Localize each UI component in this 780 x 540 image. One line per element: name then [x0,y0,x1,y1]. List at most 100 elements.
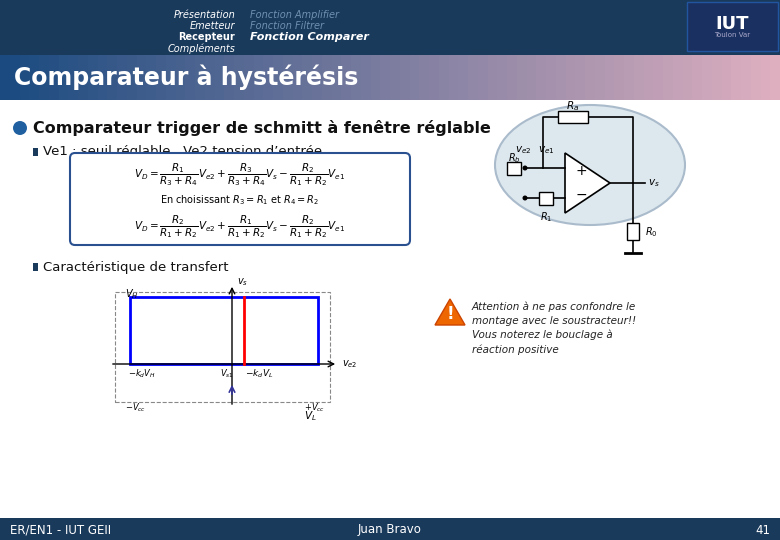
Bar [243,55,254,100]
Bar [312,55,323,100]
Text: $V_{s1}$: $V_{s1}$ [220,368,234,380]
Text: 41: 41 [755,523,770,537]
Bar [555,55,566,100]
Bar [126,55,137,100]
Bar [732,55,742,100]
Bar [165,55,176,100]
Text: $v_s$: $v_s$ [237,276,248,288]
FancyBboxPatch shape [687,2,778,51]
Bar [303,55,313,100]
Bar [0,518,780,540]
Bar [156,55,167,100]
Circle shape [523,195,527,200]
Bar [771,55,780,100]
Polygon shape [565,153,610,213]
Bar [507,55,518,100]
Text: Ve1 : seuil réglable , Ve2 tension d’entrée: Ve1 : seuil réglable , Ve2 tension d’ent… [43,145,322,159]
Bar [195,55,206,100]
Text: Comparateur à hystérésis: Comparateur à hystérésis [14,65,358,90]
Bar [682,55,693,100]
Bar [234,55,245,100]
Text: En choisissant $R_3 = R_1$ et $R_4 = R_2$: En choisissant $R_3 = R_1$ et $R_4 = R_2… [161,193,320,207]
Bar [381,55,391,100]
Bar [33,148,38,156]
Text: $R_a$: $R_a$ [566,99,580,113]
Bar [33,263,38,271]
Bar [78,55,89,100]
Bar [468,55,479,100]
Bar [685,0,780,53]
Bar [585,55,596,100]
Text: $R_0$: $R_0$ [645,225,658,239]
Bar [186,55,196,100]
Text: $v_{e1}$: $v_{e1}$ [537,144,555,156]
Bar [594,55,605,100]
Bar [488,55,498,100]
Text: Emetteur: Emetteur [190,21,235,31]
Bar [225,55,235,100]
Bar [0,55,11,100]
Bar [459,55,469,100]
Bar [264,55,274,100]
Bar [448,55,459,100]
Bar [273,55,284,100]
Bar [624,55,635,100]
Text: $+V_{cc}$: $+V_{cc}$ [304,402,325,414]
Text: !: ! [446,305,454,323]
Bar [410,55,420,100]
Circle shape [523,165,527,171]
Bar [711,55,722,100]
Bar [654,55,664,100]
Text: Présentation: Présentation [173,10,235,20]
Bar [20,55,30,100]
Bar [498,55,508,100]
Bar [741,55,752,100]
Text: $V_L$: $V_L$ [303,409,317,423]
Text: Juan Bravo: Juan Bravo [358,523,422,537]
Bar [722,55,732,100]
Bar [750,55,761,100]
Bar [332,55,342,100]
FancyBboxPatch shape [70,153,410,245]
Bar [136,55,147,100]
Bar [566,55,576,100]
Bar [147,55,157,100]
Bar [115,292,330,402]
Bar [438,55,449,100]
Text: $v_{e2}$: $v_{e2}$ [515,144,531,156]
Text: Attention à ne pas confondre le
montage avec le soustracteur!!
Vous noterez le b: Attention à ne pas confondre le montage … [472,301,636,355]
Bar [282,55,293,100]
Bar [663,55,674,100]
Bar [546,55,557,100]
Text: Compléments: Compléments [167,43,235,53]
Text: Recepteur: Recepteur [179,32,235,42]
Bar [108,55,118,100]
Bar [204,55,215,100]
Bar [351,55,362,100]
Bar [633,55,644,100]
Bar [399,55,410,100]
Text: $R_1$: $R_1$ [540,210,552,224]
Text: Fonction Comparer: Fonction Comparer [250,32,369,42]
Text: −: − [575,188,587,202]
Bar [507,162,521,175]
Text: Fonction Filtrer: Fonction Filtrer [250,21,324,31]
Bar [390,55,401,100]
Bar [130,297,318,364]
Bar [576,55,586,100]
Bar [604,55,615,100]
Text: $-k_dV_H$: $-k_dV_H$ [128,368,156,380]
Bar [539,192,553,205]
Bar [48,55,59,100]
Bar [693,55,703,100]
Text: $v_s$: $v_s$ [648,177,660,189]
Bar [69,55,79,100]
Bar [98,55,108,100]
Bar [30,55,40,100]
Text: $V_D = \dfrac{R_2}{R_1+R_2}V_{e2} + \dfrac{R_1}{R_1+R_2}V_s - \dfrac{R_2}{R_1+R_: $V_D = \dfrac{R_2}{R_1+R_2}V_{e2} + \dfr… [134,214,346,240]
Bar [342,55,352,100]
Text: $-V_{cc}$: $-V_{cc}$ [125,402,146,414]
Bar [215,55,225,100]
Bar [760,55,771,100]
Bar [292,55,303,100]
